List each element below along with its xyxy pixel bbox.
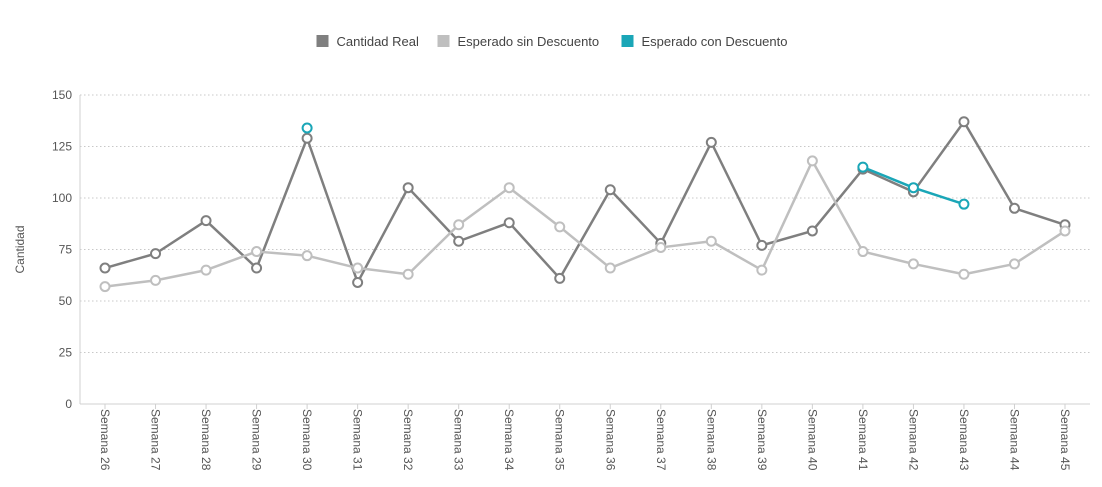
data-point[interactable] <box>1008 258 1020 270</box>
data-point[interactable] <box>251 262 263 274</box>
data-point[interactable] <box>200 264 212 276</box>
data-point[interactable] <box>150 248 162 260</box>
data-point[interactable] <box>958 116 970 128</box>
data-point[interactable] <box>251 246 263 258</box>
x-tick-label: Semana 38 <box>704 409 718 471</box>
data-point[interactable] <box>655 241 667 253</box>
data-point[interactable] <box>554 221 566 233</box>
data-point[interactable] <box>301 122 313 134</box>
data-point[interactable] <box>453 235 465 247</box>
data-point[interactable] <box>806 225 818 237</box>
series-2 <box>301 122 970 210</box>
y-tick-label: 100 <box>52 191 72 205</box>
legend-label: Esperado con Descuento <box>642 34 788 49</box>
y-axis: 0 25 50 75 100 125 150 <box>52 88 81 411</box>
data-point[interactable] <box>705 235 717 247</box>
data-point[interactable] <box>554 272 566 284</box>
series-layer <box>99 116 1071 293</box>
x-tick-label: Semana 35 <box>553 409 567 471</box>
x-tick-label: Semana 37 <box>654 409 668 471</box>
data-point[interactable] <box>1059 225 1071 237</box>
x-tick-label: Semana 40 <box>805 409 819 471</box>
y-tick-label: 125 <box>52 140 72 154</box>
x-tick-label: Semana 39 <box>755 409 769 471</box>
x-tick-label: Semana 31 <box>351 409 365 471</box>
legend-swatch <box>621 35 634 47</box>
x-tick-label: Semana 27 <box>149 409 163 471</box>
x-tick-label: Semana 36 <box>603 409 617 471</box>
data-point[interactable] <box>756 239 768 251</box>
x-tick-label: Semana 45 <box>1058 409 1072 471</box>
grid-lines <box>80 94 1090 353</box>
data-point[interactable] <box>958 268 970 280</box>
x-tick-label: Semana 29 <box>250 409 264 471</box>
y-axis-label: Cantidad <box>13 225 27 273</box>
legend-item[interactable]: Esperado con Descuento <box>621 34 788 49</box>
data-point[interactable] <box>604 184 616 196</box>
data-point[interactable] <box>1008 202 1020 214</box>
data-point[interactable] <box>99 281 111 293</box>
x-tick-label: Semana 41 <box>856 409 870 471</box>
x-tick-label: Semana 32 <box>401 409 415 471</box>
data-point[interactable] <box>756 264 768 276</box>
data-point[interactable] <box>150 274 162 286</box>
legend-item[interactable]: Esperado sin Descuento <box>437 34 600 49</box>
x-tick-label: Semana 43 <box>957 409 971 471</box>
data-point[interactable] <box>99 262 111 274</box>
data-point[interactable] <box>806 155 818 167</box>
data-point[interactable] <box>705 136 717 148</box>
data-point[interactable] <box>857 161 869 173</box>
y-tick-label: 150 <box>52 88 72 102</box>
data-point[interactable] <box>453 219 465 231</box>
legend-label: Esperado sin Descuento <box>458 34 600 49</box>
data-point[interactable] <box>301 250 313 262</box>
data-point[interactable] <box>503 217 515 229</box>
data-point[interactable] <box>352 276 364 288</box>
data-point[interactable] <box>857 246 869 258</box>
x-tick-label: Semana 42 <box>906 409 920 471</box>
x-axis: Semana 26 Semana 27 Semana 28 Semana 29 Sema… <box>80 403 1090 471</box>
legend: Cantidad Real Esperado sin Descuento Esper… <box>316 34 788 49</box>
legend-swatch <box>437 35 450 47</box>
x-tick-label: Semana 34 <box>502 409 516 471</box>
data-point[interactable] <box>503 182 515 194</box>
series-1 <box>99 155 1071 293</box>
series-0 <box>99 116 1071 288</box>
data-point[interactable] <box>907 258 919 270</box>
data-point[interactable] <box>301 132 313 144</box>
series-line <box>104 159 1066 288</box>
data-point[interactable] <box>402 268 414 280</box>
data-point[interactable] <box>200 215 212 227</box>
legend-label: Cantidad Real <box>337 34 419 49</box>
series-line <box>104 120 1066 284</box>
x-tick-label: Semana 33 <box>452 409 466 471</box>
data-point[interactable] <box>907 182 919 194</box>
data-point[interactable] <box>402 182 414 194</box>
data-point[interactable] <box>958 198 970 210</box>
legend-swatch <box>316 35 329 47</box>
data-point[interactable] <box>352 262 364 274</box>
x-tick-label: Semana 26 <box>98 409 112 471</box>
x-tick-label: Semana 28 <box>199 409 213 471</box>
data-point[interactable] <box>604 262 616 274</box>
y-tick-label: 75 <box>59 243 73 257</box>
y-tick-label: 50 <box>59 294 73 308</box>
y-tick-label: 0 <box>65 397 72 411</box>
legend-item[interactable]: Cantidad Real <box>316 34 419 49</box>
x-tick-label: Semana 30 <box>300 409 314 471</box>
x-tick-label: Semana 44 <box>1007 409 1021 471</box>
y-tick-label: 25 <box>59 346 73 360</box>
